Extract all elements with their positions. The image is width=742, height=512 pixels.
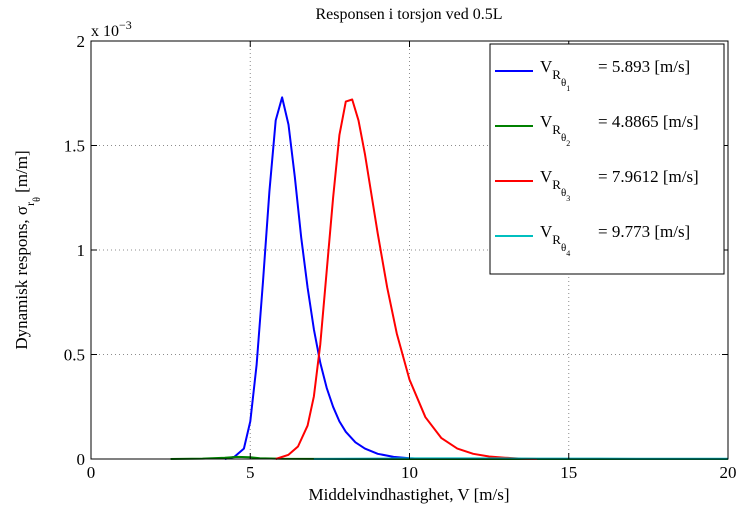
grid — [91, 41, 728, 459]
y-axis-label-main: Dynamisk respons, σ — [12, 206, 31, 350]
y-axis-label: Dynamisk respons, σrθ [m/m] — [12, 150, 43, 349]
y-axis-label-subsub: θ — [32, 197, 43, 202]
y-tick-label: 2 — [77, 32, 86, 51]
legend-label-4: VRθ4= 9.773 [m/s] — [540, 222, 690, 258]
y-axis-label-unit: [m/m] — [12, 150, 31, 197]
y-tick-label: 0.5 — [64, 346, 85, 365]
legend-label-3: VRθ3= 7.9612 [m/s] — [540, 167, 699, 203]
y-tick-label: 1.5 — [64, 137, 85, 156]
ticks: 0 5 10 15 20 0 0.5 1 1.5 2 — [64, 32, 737, 482]
svg-text:Dynamisk respons, σrθ [m/m]: Dynamisk respons, σrθ [m/m] — [12, 150, 43, 349]
x-axis-label: Middelvindhastighet, V [m/s] — [308, 485, 509, 504]
x-tick-label: 15 — [560, 463, 577, 482]
series-line-3 — [275, 98, 537, 460]
y-tick-label: 0 — [77, 450, 86, 469]
x-tick-label: 20 — [720, 463, 737, 482]
series-line-1 — [224, 96, 426, 460]
x-tick-label: 10 — [401, 463, 418, 482]
legend: VRθ1= 5.893 [m/s] VRθ2= 4.8865 [m/s] VRθ3=… — [489, 43, 725, 275]
legend-label-2: VRθ2= 4.8865 [m/s] — [540, 112, 699, 148]
chart-title: Responsen i torsjon ved 0.5L — [315, 6, 502, 23]
y-multiplier-exponent: −3 — [119, 18, 132, 32]
y-multiplier: x 10−3 — [91, 18, 132, 40]
y-multiplier-base: x 10 — [91, 23, 119, 40]
y-tick-label: 1 — [77, 241, 86, 260]
legend-label-1: VRθ1= 5.893 [m/s] — [540, 57, 690, 93]
x-tick-label: 0 — [87, 463, 96, 482]
y-axis-label-sub: r — [23, 202, 37, 206]
x-tick-label: 5 — [246, 463, 255, 482]
